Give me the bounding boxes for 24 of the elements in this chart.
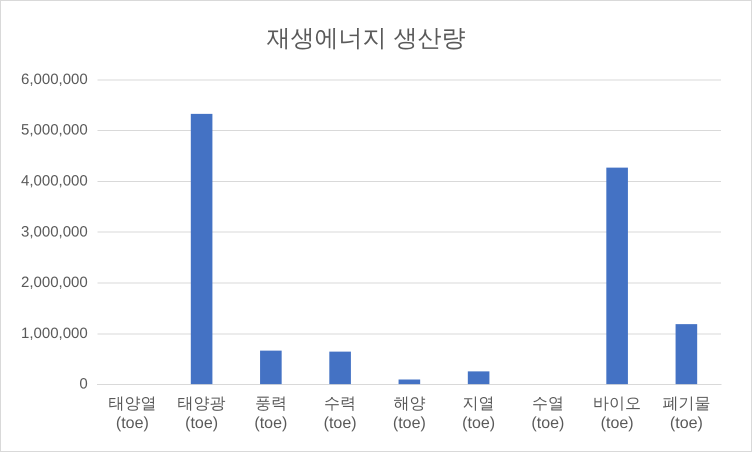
x-tick-label: 태양열 (toe)	[108, 396, 156, 432]
x-tick-label: 수력 (toe)	[324, 396, 357, 432]
y-tick-label: 5,000,000	[20, 122, 88, 139]
x-tick-label: 폐기물 (toe)	[662, 396, 710, 432]
y-tick-label: 1,000,000	[20, 324, 88, 342]
y-tick-label: 6,000,000	[20, 70, 88, 88]
x-tick-label: 지열 (toe)	[462, 396, 496, 432]
bar	[398, 380, 420, 384]
bar	[676, 324, 698, 384]
bar	[468, 371, 490, 384]
x-tick-label: 해양 (toe)	[392, 396, 426, 432]
bar	[329, 352, 351, 384]
x-tick-label: 태양광 (toe)	[178, 396, 226, 432]
bar	[190, 114, 212, 384]
chart-title: 재생에너지 생산량	[266, 25, 466, 52]
bar	[606, 168, 628, 384]
bar	[260, 350, 282, 384]
y-tick-label: 4,000,000	[20, 172, 88, 190]
y-tick-label: 2,000,000	[20, 274, 88, 292]
y-tick-label: 0	[79, 376, 88, 393]
x-tick-label: 풍력 (toe)	[254, 396, 288, 432]
y-tick-label: 3,000,000	[20, 223, 88, 240]
x-tick-label: 바이오 (toe)	[593, 396, 642, 432]
x-tick-label: 수열 (toe)	[531, 396, 564, 432]
